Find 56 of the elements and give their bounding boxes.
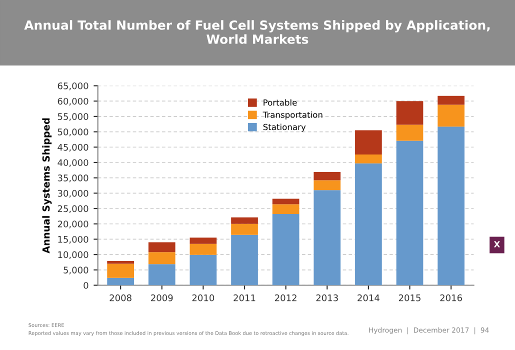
bar <box>396 140 424 286</box>
y-tick-label: 50,000 <box>58 128 88 136</box>
x-tick-label: 2009 <box>151 294 173 302</box>
y-tick-label: 5,000 <box>64 266 88 274</box>
bar <box>355 130 382 154</box>
text: X <box>494 241 500 248</box>
bar <box>190 238 217 244</box>
bar <box>314 190 341 286</box>
bar <box>314 180 341 190</box>
bar <box>272 198 300 204</box>
bar <box>314 172 341 180</box>
y-tick-label: 25,000 <box>58 205 88 213</box>
bar <box>107 261 134 264</box>
bar <box>148 264 176 286</box>
y-tick-label: 15,000 <box>58 236 88 244</box>
x-tick-label: 2016 <box>440 294 462 302</box>
bar <box>231 217 258 224</box>
y-tick-label: 40,000 <box>58 159 88 167</box>
bar <box>148 252 176 264</box>
y-axis-title: Annual Systems Shipped <box>42 118 52 254</box>
bar <box>272 204 300 214</box>
bar <box>190 244 217 255</box>
y-tick-label: 60,000 <box>58 98 88 106</box>
bar <box>107 278 134 286</box>
bar <box>355 154 382 164</box>
bar <box>438 96 465 105</box>
y-tick-label: 35,000 <box>58 174 88 182</box>
legend-label: Portable <box>264 99 297 106</box>
x-tick-label: 2008 <box>110 294 132 302</box>
bar <box>190 254 217 286</box>
bar <box>231 224 258 235</box>
bar <box>231 234 258 286</box>
y-tick-label: 65,000 <box>58 82 88 90</box>
y-tick-label: 10,000 <box>58 251 88 260</box>
legend-label: Transportation <box>262 111 322 120</box>
y-tick-label: 20,000 <box>58 220 88 228</box>
bar <box>272 214 300 286</box>
x-tick-label: 2011 <box>234 294 256 302</box>
bar <box>438 104 465 127</box>
bar <box>355 163 382 286</box>
x-tick-label: 2013 <box>316 294 338 302</box>
x-tick-label: 2012 <box>275 294 296 302</box>
bar <box>148 242 176 252</box>
y-tick-label: 55,000 <box>58 113 88 121</box>
y-tick-label: 30,000 <box>58 190 88 198</box>
bar <box>396 101 424 125</box>
y-tick-label: 0 <box>84 282 88 289</box>
bar <box>107 264 134 278</box>
x-tick-label: 2014 <box>358 294 380 302</box>
x-tick-label: 2015 <box>398 294 420 302</box>
legend-label: Stationary <box>263 124 306 132</box>
x-tick-label: 2010 <box>192 294 214 302</box>
bar <box>438 126 465 286</box>
bar <box>396 124 424 141</box>
chart-title: Annual Total Number of Fuel Cell Systems Shipped by Application, World Markets <box>24 20 490 44</box>
y-tick-label: 45,000 <box>58 144 88 152</box>
